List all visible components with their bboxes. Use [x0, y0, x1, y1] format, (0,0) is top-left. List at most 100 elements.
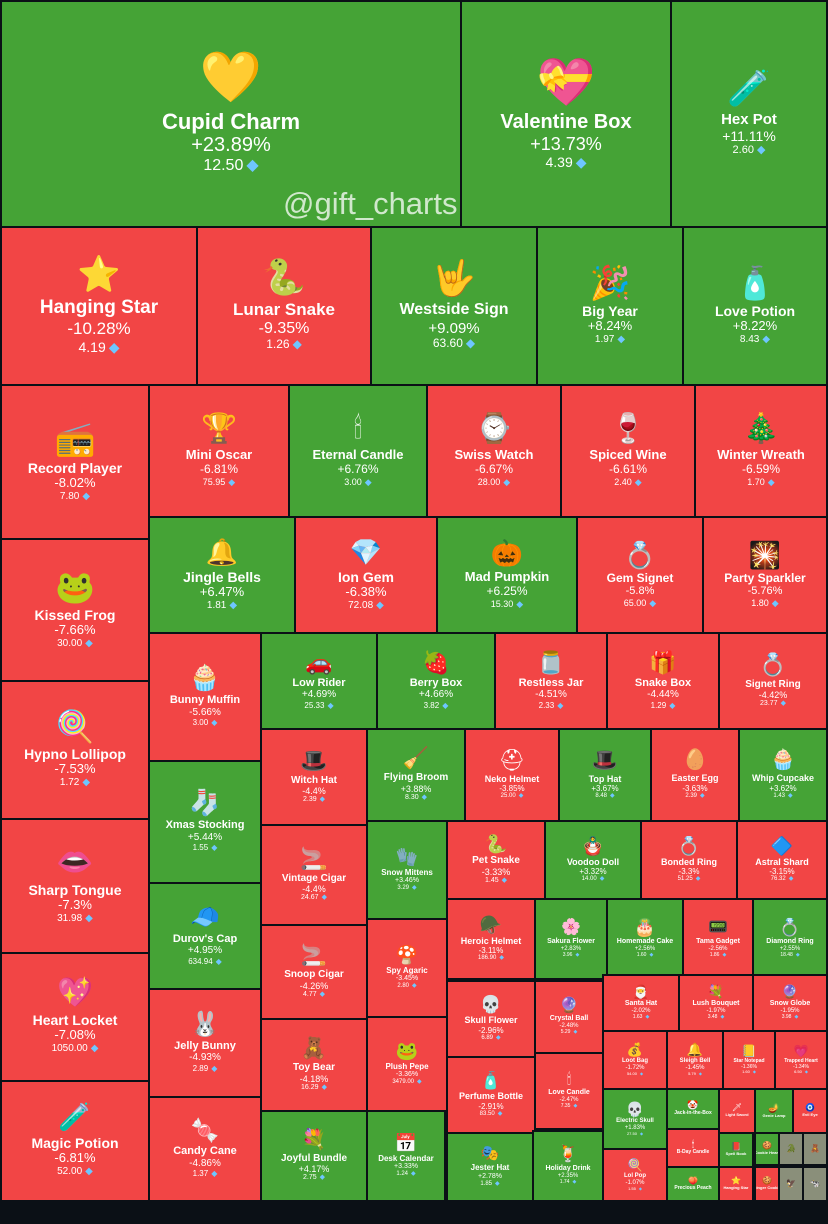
tile-ginger-cookie[interactable]: 🍪 Ginger Cookie: [754, 1166, 780, 1202]
tile-jack-in-the-box[interactable]: 🤡 Jack-in-the-Box: [666, 1088, 720, 1130]
tile-mad-pumpkin[interactable]: 🎃 Mad Pumpkin +6.25% 15.30 ◆: [436, 516, 578, 634]
tile-skull-flower[interactable]: 💀 Skull Flower -2.96% 6.89 ◆: [446, 980, 536, 1058]
diamond-icon: ◆: [698, 1071, 702, 1077]
tile-candy-cane[interactable]: 🍬 Candy Cane -4.86% 1.37 ◆: [148, 1096, 262, 1202]
tile-loot-bag[interactable]: 💰 Loot Bag -1.72% 54.00 ◆: [602, 1030, 668, 1090]
snow-globe-icon: 🔮: [781, 984, 799, 1000]
tile-snake-box[interactable]: 🎁 Snake Box -4.44% 1.29 ◆: [606, 632, 720, 730]
tile-whip-cupcake[interactable]: 🧁 Whip Cupcake +3.62% 1.43 ◆: [738, 728, 828, 822]
tile-santa-hat[interactable]: 🎅 Santa Hat -2.02% 1.63 ◆: [602, 974, 680, 1032]
tile-spy-agaric[interactable]: 🍄 Spy Agaric -3.45% 2.80 ◆: [366, 918, 448, 1018]
tile-spiced-wine[interactable]: 🍷 Spiced Wine -6.61% 2.40 ◆: [560, 384, 696, 518]
tile-gem-signet[interactable]: 💍 Gem Signet -5.8% 65.00 ◆: [576, 516, 704, 634]
tile-bonded-ring[interactable]: 💍 Bonded Ring -3.3% 51.25 ◆: [640, 820, 738, 900]
tile-eternal-candle[interactable]: 🕯 Eternal Candle +6.76% 3.00 ◆: [288, 384, 428, 518]
gift-name: Gem Signet: [606, 570, 674, 585]
tile-heart-locket[interactable]: 💖 Heart Locket -7.08% 1050.00 ◆: [0, 952, 150, 1082]
tile-lunar-snake[interactable]: 🐍 Lunar Snake -9.35% 1.26 ◆: [196, 226, 372, 386]
tile-star-notepad[interactable]: 📒 Star Notepad -1.36% 1.60 ◆: [722, 1030, 776, 1090]
tile-kissed-frog[interactable]: 🐸 Kissed Frog -7.66% 30.00 ◆: [0, 538, 150, 682]
tile-pet-snake[interactable]: 🐍 Pet Snake -3.33% 1.45 ◆: [446, 820, 546, 900]
cookie-heart-icon: 🍪: [762, 1141, 772, 1151]
tile-signet-ring[interactable]: 💍 Signet Ring -4.42% 23.77 ◆: [718, 632, 828, 730]
gift-change: -4.93%: [189, 1052, 221, 1064]
tile-astral-shard[interactable]: 🔷 Astral Shard -3.15% 76.32 ◆: [736, 820, 828, 900]
tile-jester-hat[interactable]: 🎭 Jester Hat +2.78% 1.85 ◆: [446, 1132, 534, 1202]
tile-sharp-tongue[interactable]: 👄 Sharp Tongue -7.3% 31.98 ◆: [0, 818, 150, 954]
tile-restless-jar[interactable]: 🫙 Restless Jar -4.51% 2.33 ◆: [494, 632, 608, 730]
tile-jingle-bells[interactable]: 🔔 Jingle Bells +6.47% 1.81 ◆: [148, 516, 296, 634]
berry-box-icon: 🍓: [422, 649, 450, 675]
price-value: 1.85: [480, 1180, 493, 1187]
tile-diamond-ring[interactable]: 💍 Diamond Ring +2.55% 18.48 ◆: [752, 898, 828, 980]
tile-plush-pepe[interactable]: 🐸 Plush Pepe -3.36% 3479.00 ◆: [366, 1016, 448, 1112]
tile-cookie-heart[interactable]: 🍪 Cookie Heart: [754, 1132, 780, 1166]
tile-heroic-helmet[interactable]: 🪖 Heroic Helmet -3.11% 186.90 ◆: [446, 898, 536, 980]
tile-light-sword[interactable]: 🗡 Light Sword: [718, 1088, 756, 1134]
tile-snow-mittens[interactable]: 🧤 Snow Mittens +3.46% 3.29 ◆: [366, 820, 448, 920]
gift-change: -5.76%: [747, 585, 783, 598]
tile-hanging-star[interactable]: ⭐ Hanging Star: [718, 1166, 754, 1202]
tile-jelly-bunny[interactable]: 🐰 Jelly Bunny -4.93% 2.89 ◆: [148, 988, 262, 1098]
tile-winter-wreath[interactable]: 🎄 Winter Wreath -6.59% 1.70 ◆: [694, 384, 828, 518]
tile-witch-hat[interactable]: 🎩 Witch Hat -4.4% 2.39 ◆: [260, 728, 368, 826]
tile-berry-box[interactable]: 🍓 Berry Box +4.66% 3.82 ◆: [376, 632, 496, 730]
tile-big-year[interactable]: 🎉 Big Year +8.24% 1.97 ◆: [536, 226, 684, 386]
gift-name: B-Day Candle: [676, 1149, 710, 1156]
tile-vintage-cigar[interactable]: 🚬 Vintage Cigar -4.4% 24.67 ◆: [260, 824, 368, 926]
tile-flying-broom[interactable]: 🧹 Flying Broom +3.88% 8.30 ◆: [366, 728, 466, 822]
tile-lol-pop[interactable]: 🍭 Lol Pop -1.07% 1.55 ◆: [602, 1148, 668, 1202]
gift-name: Holiday Drink: [545, 1164, 591, 1172]
tile-party-sparkler[interactable]: 🎇 Party Sparkler -5.76% 1.80 ◆: [702, 516, 828, 634]
tile-top-hat[interactable]: 🎩 Top Hat +3.67% 8.48 ◆: [558, 728, 652, 822]
tile-homemade-cake[interactable]: 🎂 Homemade Cake +2.56% 1.60 ◆: [606, 898, 684, 980]
gift-name: Skull Flower: [464, 1015, 518, 1026]
tile-toy-bear[interactable]: 🧸 Toy Bear -4.18% 16.29 ◆: [260, 1018, 368, 1112]
tile-valentine-box[interactable]: 💝 Valentine Box +13.73% 4.39 ◆: [460, 0, 672, 228]
tile-perfume-bottle[interactable]: 🧴 Perfume Bottle -2.91% 83.50 ◆: [446, 1056, 536, 1134]
tile-neko-helmet[interactable]: ⛑ Neko Helmet -3.85% 25.00 ◆: [464, 728, 560, 822]
tile-b-day-candle[interactable]: 🕯 B-Day Candle: [666, 1128, 720, 1168]
tile-snow-globe[interactable]: 🔮 Snow Globe -1.95% 3.98 ◆: [752, 974, 828, 1032]
tile-desk-calendar[interactable]: 📅 Desk Calendar +3.33% 1.24 ◆: [366, 1110, 446, 1202]
tile-cupid-charm[interactable]: 💛 Cupid Charm +23.89% 12.50 ◆: [0, 0, 462, 228]
tile-xmas-stocking[interactable]: 🧦 Xmas Stocking +5.44% 1.55 ◆: [148, 760, 262, 884]
tile-tama-gadget[interactable]: 📟 Tama Gadget -2.56% 1.86 ◆: [682, 898, 754, 980]
tile-swiss-watch[interactable]: ⌚ Swiss Watch -6.67% 28.00 ◆: [426, 384, 562, 518]
tile-hex-pot[interactable]: 🧪 Hex Pot +11.11% 2.60 ◆: [670, 0, 828, 228]
tile-record-player[interactable]: 📻 Record Player -8.02% 7.80 ◆: [0, 384, 150, 540]
tile-genie-lamp[interactable]: 🪔 Genie Lamp: [754, 1088, 794, 1134]
tile-voodoo-doll[interactable]: 🪆 Voodoo Doll +3.32% 14.00 ◆: [544, 820, 642, 900]
tile-magic-potion[interactable]: 🧪 Magic Potion -6.81% 52.00 ◆: [0, 1080, 150, 1202]
tile-mini-oscar[interactable]: 🏆 Mini Oscar -6.81% 75.95 ◆: [148, 384, 290, 518]
tile-trapped-heart[interactable]: 💗 Trapped Heart -1.34% 6.50 ◆: [774, 1030, 828, 1090]
tile-easter-egg[interactable]: 🥚 Easter Egg -3.63% 2.39 ◆: [650, 728, 740, 822]
tile-westside-sign[interactable]: 🤟 Westside Sign +9.09% 63.60 ◆: [370, 226, 538, 386]
tile-evil-eye[interactable]: 🧿 Evil Eye: [792, 1088, 828, 1134]
tile-sakura-flower[interactable]: 🌸 Sakura Flower +2.83% 3.96 ◆: [534, 898, 608, 980]
tile-crystal-ball[interactable]: 🔮 Crystal Ball -2.48% 5.29 ◆: [534, 980, 604, 1054]
tile-mini-82[interactable]: 🐊: [778, 1132, 804, 1166]
tile-mini-84[interactable]: 🧸: [802, 1132, 828, 1166]
tile-durov-s-cap[interactable]: 🧢 Durov's Cap +4.95% 634.94 ◆: [148, 882, 262, 990]
tile-holiday-drink[interactable]: 🍹 Holiday Drink +2.35% 1.74 ◆: [532, 1130, 604, 1202]
tile-lush-bouquet[interactable]: 💐 Lush Bouquet -1.97% 3.48 ◆: [678, 974, 754, 1032]
tile-spell-book[interactable]: 📕 Spell Book: [718, 1132, 754, 1168]
tile-sleigh-bell[interactable]: 🔔 Sleigh Bell -1.45% 5.79 ◆: [666, 1030, 724, 1090]
tile-hanging-star[interactable]: ⭐ Hanging Star -10.28% 4.19 ◆: [0, 226, 198, 386]
tile-electric-skull[interactable]: 💀 Electric Skull +1.83% 27.50 ◆: [602, 1088, 668, 1150]
tile-love-potion[interactable]: 🧴 Love Potion +8.22% 8.43 ◆: [682, 226, 828, 386]
tile-low-rider[interactable]: 🚗 Low Rider +4.69% 25.33 ◆: [260, 632, 378, 730]
tile-precious-peach[interactable]: 🍑 Precious Peach: [666, 1166, 720, 1202]
price-value: 4.19: [78, 338, 106, 355]
tile-mini-85[interactable]: 🐄: [802, 1166, 828, 1202]
tile-snoop-cigar[interactable]: 🚬 Snoop Cigar -4.26% 4.77 ◆: [260, 924, 368, 1020]
tile-bunny-muffin[interactable]: 🧁 Bunny Muffin -5.66% 3.00 ◆: [148, 632, 262, 762]
diamond-icon: ◆: [497, 1110, 503, 1117]
tile-mini-83[interactable]: 🦅: [778, 1166, 804, 1202]
tile-ion-gem[interactable]: 💎 Ion Gem -6.38% 72.08 ◆: [294, 516, 438, 634]
gift-name: Voodoo Doll: [566, 856, 620, 867]
tile-hypno-lollipop[interactable]: 🍭 Hypno Lollipop -7.53% 1.72 ◆: [0, 680, 150, 820]
tile-love-candle[interactable]: 🕯 Love Candle -2.47% 7.35 ◆: [534, 1052, 604, 1130]
tile-joyful-bundle[interactable]: 💐 Joyful Bundle +4.17% 2.75 ◆: [260, 1110, 368, 1202]
